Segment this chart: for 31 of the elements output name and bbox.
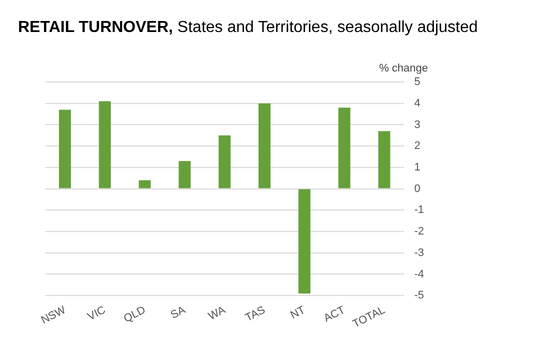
bar: [218, 135, 231, 188]
chart-subtitle: States and Territories, seasonally adjusted: [177, 19, 478, 36]
x-tick-label: NT: [288, 304, 308, 322]
x-tick-label: SA: [168, 304, 188, 322]
bar: [378, 131, 390, 188]
bar: [338, 108, 350, 188]
x-tick-label: VIC: [86, 304, 108, 324]
bar: [58, 110, 71, 188]
y-tick-label: -2: [414, 226, 424, 238]
x-tick-label: TAS: [243, 304, 268, 324]
y-tick-label: -1: [414, 204, 424, 216]
y-tick-label: 0: [414, 182, 420, 195]
x-tick-label: ACT: [322, 304, 348, 325]
y-tick-label: 2: [414, 140, 420, 152]
y-tick-label: 4: [414, 97, 420, 110]
y-tick-label: -4: [414, 268, 424, 280]
bar: [98, 101, 111, 188]
y-tick-label: 1: [414, 161, 420, 174]
bar: [298, 189, 310, 294]
x-tick-label: WA: [206, 304, 228, 323]
x-tick-label: NSW: [39, 304, 68, 326]
x-tick-label: QLD: [122, 304, 148, 326]
chart-title: RETAIL TURNOVER,: [18, 19, 173, 36]
y-tick-label: 5: [414, 76, 420, 88]
y-tick-label: 3: [414, 118, 420, 131]
y-tick-label: -3: [414, 246, 424, 259]
bar: [258, 103, 271, 188]
bar: [138, 180, 151, 188]
y-tick-label: -5: [414, 290, 424, 302]
y-axis-title: % change: [379, 62, 428, 75]
bar: [178, 161, 191, 188]
